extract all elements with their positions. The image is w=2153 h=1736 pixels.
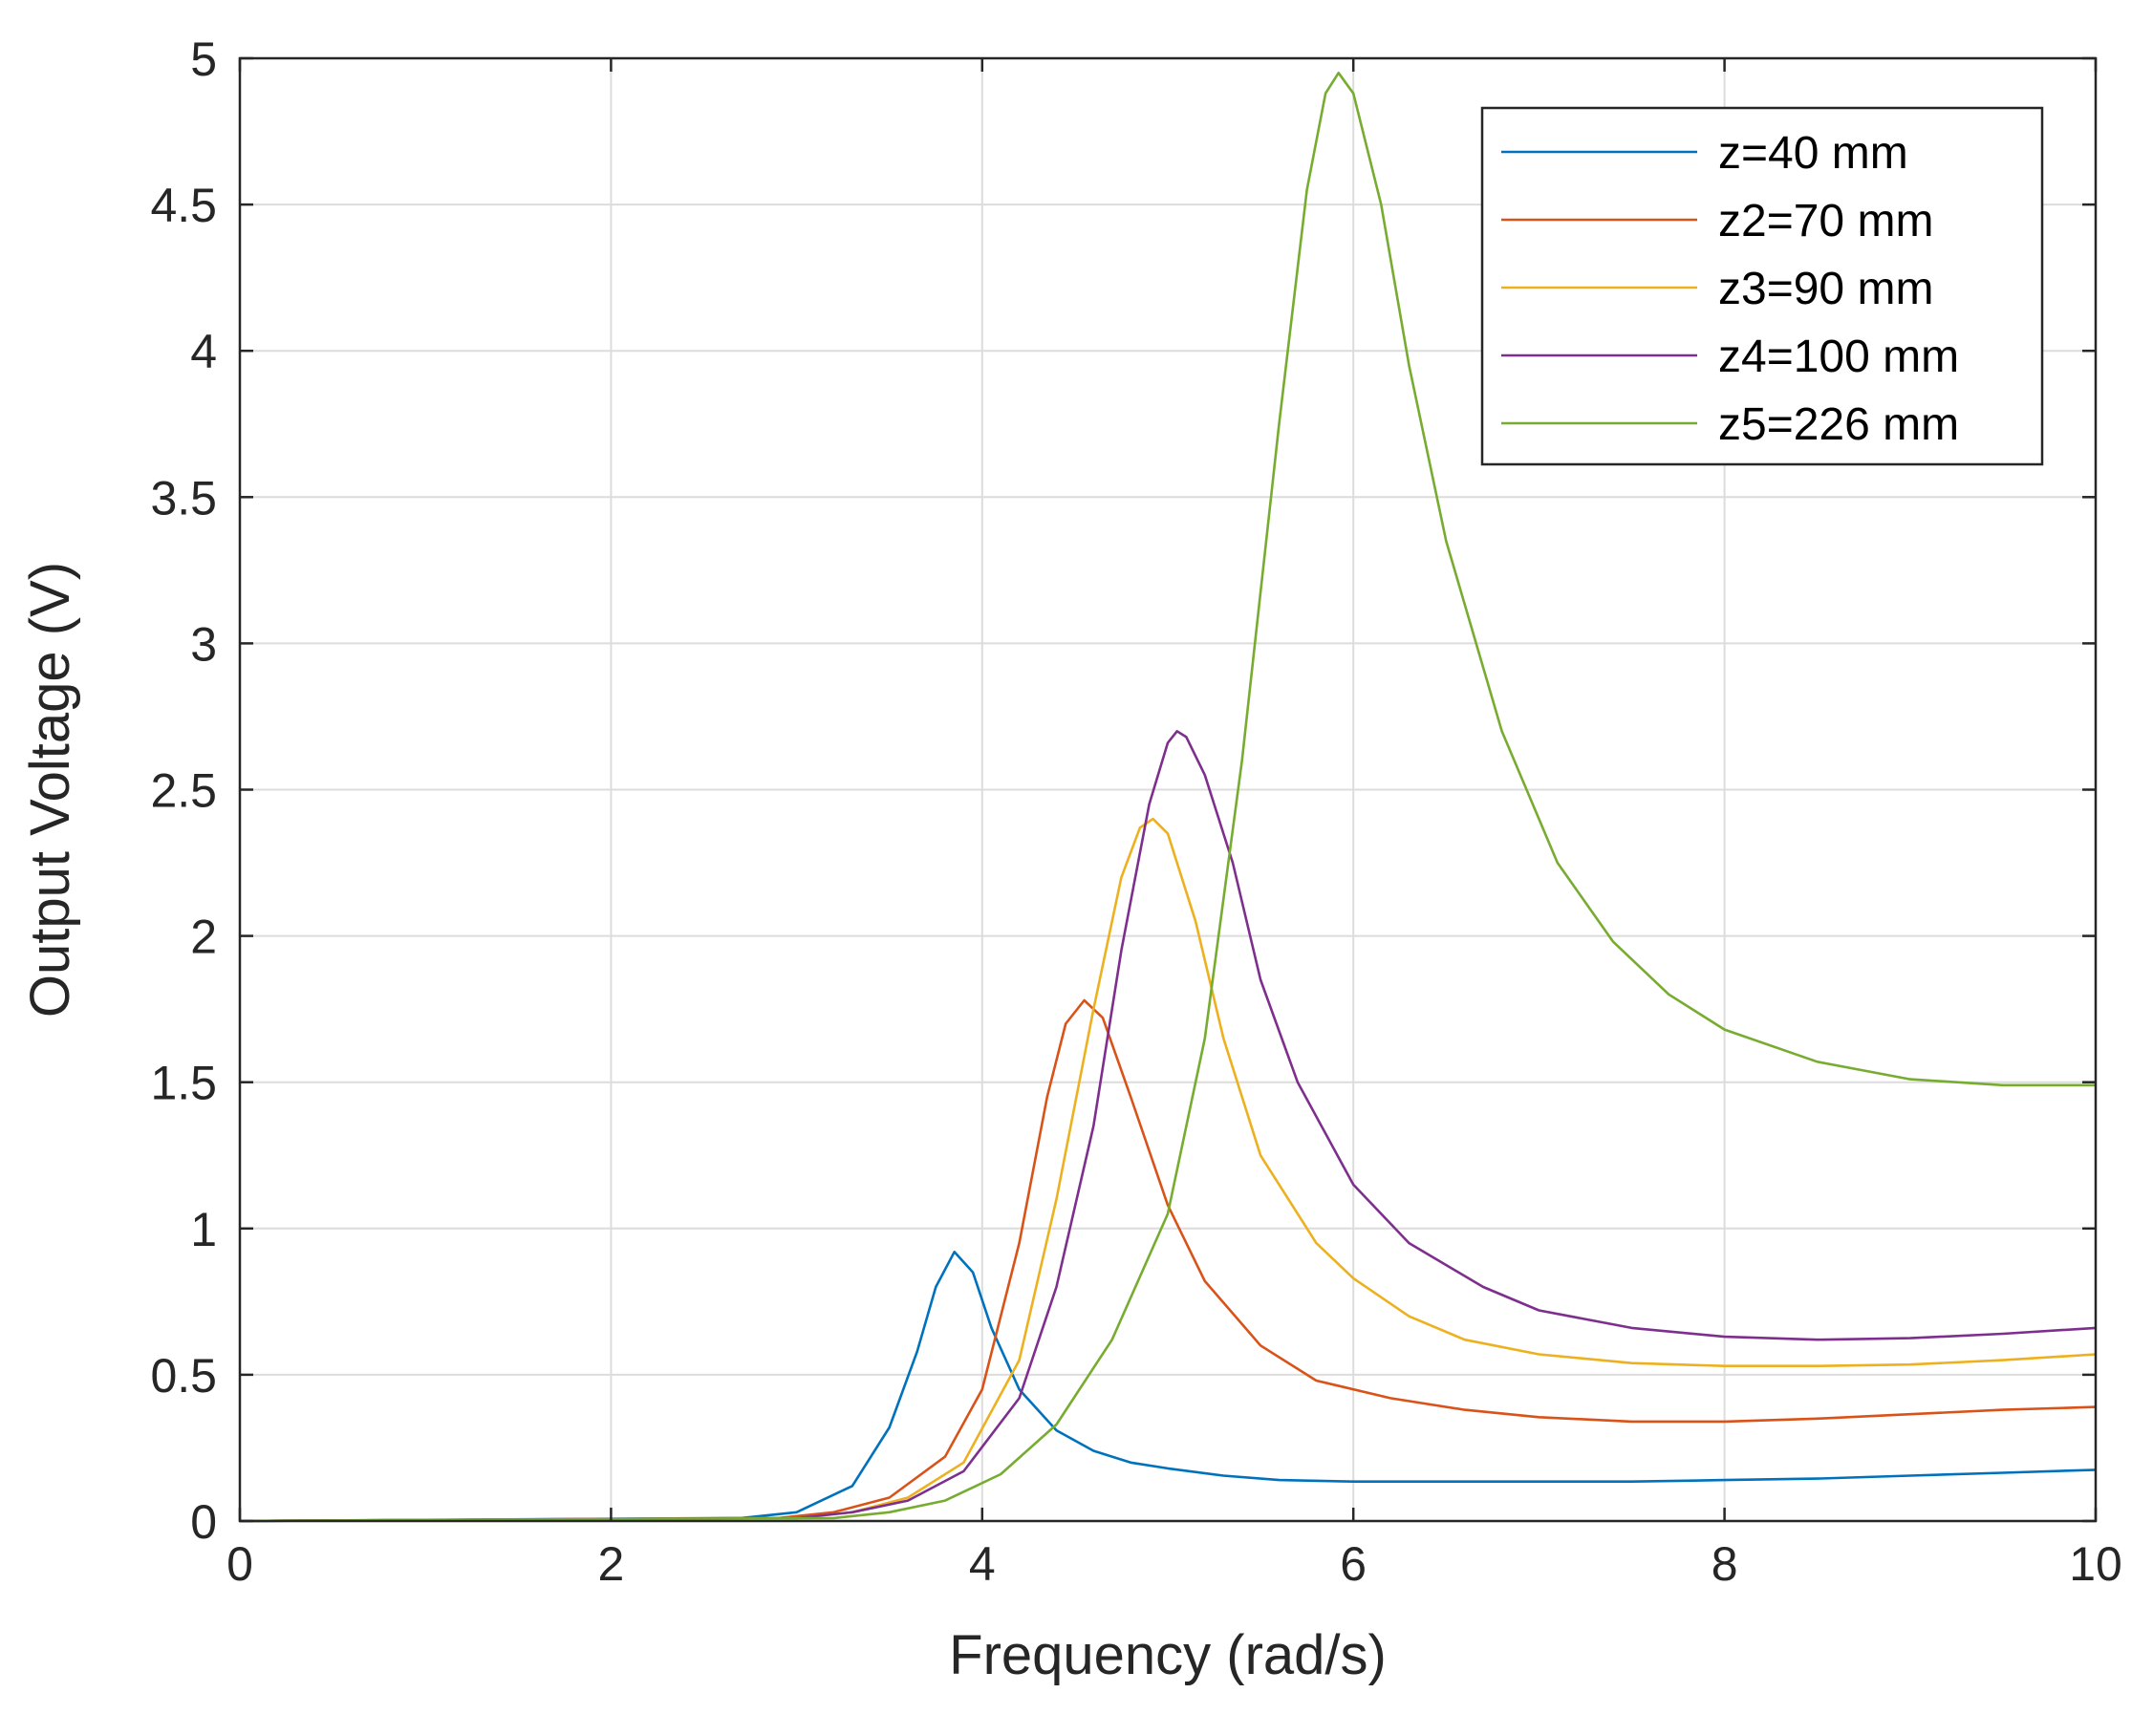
series-line-1 (239, 1251, 2097, 1523)
y-tick-label: 3.5 (150, 471, 217, 525)
y-tick-label: 4 (190, 325, 217, 378)
series-line-5 (239, 72, 2096, 1523)
plot-lines (239, 72, 2097, 1523)
legend-label-5: z5=226 mm (1718, 399, 1959, 450)
x-tick-label: 6 (1340, 1537, 1367, 1591)
legend-label-3: z3=90 mm (1718, 264, 1933, 314)
y-axis-label: Output Voltage (V) (19, 562, 81, 1018)
legend-box (1480, 106, 2044, 466)
y-tick-label: 1 (190, 1203, 217, 1256)
x-tick-label: 8 (1712, 1537, 1738, 1591)
x-tick-label: 4 (969, 1537, 996, 1591)
grid (240, 58, 2096, 1521)
x-tick-label: 2 (597, 1537, 624, 1591)
x-tick-label: 0 (226, 1537, 253, 1591)
series-line-2 (239, 998, 2097, 1523)
series-line-4 (239, 730, 2097, 1523)
series-line-3 (239, 817, 2097, 1523)
y-tick-label: 3 (190, 617, 217, 671)
y-tick-label: 1.5 (150, 1057, 217, 1110)
x-axis-label: Frequency (rad/s) (949, 1624, 1387, 1686)
legend: z=40 mm z2=70 mm z3=90 mm z4=100 mm z5=226 m… (1480, 106, 2044, 466)
x-tick-label: 10 (2069, 1537, 2122, 1591)
axis-ticks: 0 2 4 6 8 10 0 0.5 1 1.5 2 2.5 3 3.5 4 4.5 5 (150, 32, 2121, 1591)
y-tick-label: 0 (190, 1495, 217, 1549)
y-tick-label: 4.5 (150, 179, 217, 232)
y-tick-label: 2 (190, 911, 217, 964)
y-tick-label: 0.5 (150, 1349, 217, 1403)
y-tick-label: 5 (190, 32, 217, 86)
legend-label-4: z4=100 mm (1718, 332, 1959, 382)
legend-label-1: z=40 mm (1718, 128, 1908, 179)
legend-label-2: z2=70 mm (1718, 196, 1933, 246)
y-tick-label: 2.5 (150, 764, 217, 818)
